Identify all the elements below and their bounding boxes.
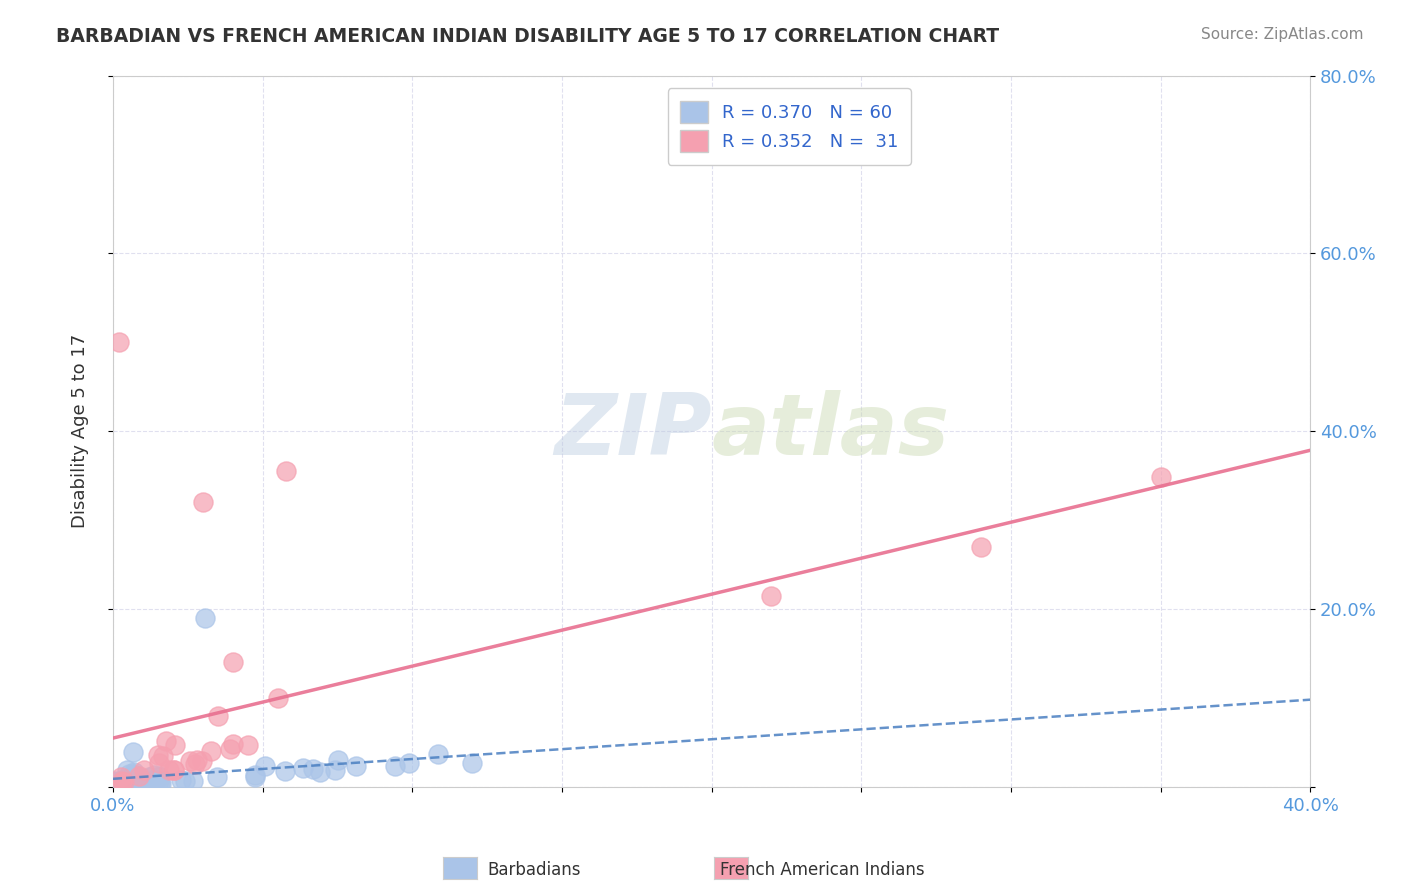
Point	[221, 737, 243, 751]
Text: atlas: atlas	[711, 390, 949, 473]
Point	[138, 770, 160, 784]
Point	[136, 775, 159, 789]
Point	[149, 776, 172, 790]
Point	[291, 761, 314, 775]
Point	[274, 764, 297, 778]
Point	[105, 775, 128, 789]
Point	[461, 756, 484, 771]
Point	[122, 771, 145, 785]
Point	[165, 738, 187, 752]
Point	[301, 762, 323, 776]
Point	[163, 764, 186, 778]
Point	[308, 765, 330, 780]
Point	[761, 589, 783, 603]
Point	[238, 738, 260, 752]
Point	[323, 763, 346, 777]
Point	[115, 772, 138, 786]
Point	[1150, 469, 1173, 483]
Point	[344, 758, 367, 772]
Point	[131, 772, 153, 786]
Point	[970, 540, 993, 554]
Point	[108, 774, 131, 789]
Point	[115, 773, 138, 788]
Point	[110, 770, 132, 784]
Point	[191, 754, 214, 768]
Point	[143, 768, 166, 782]
Point	[148, 769, 170, 783]
Point	[427, 747, 450, 761]
Point	[152, 749, 174, 764]
Point	[127, 775, 149, 789]
Point	[221, 656, 243, 670]
Point	[266, 690, 288, 705]
Point	[122, 745, 145, 759]
Text: Barbadians: Barbadians	[488, 861, 581, 879]
Text: ZIP: ZIP	[554, 390, 711, 473]
Point	[112, 777, 135, 791]
Text: Source: ZipAtlas.com: Source: ZipAtlas.com	[1201, 27, 1364, 42]
Point	[155, 733, 177, 747]
Point	[254, 759, 277, 773]
Point	[138, 775, 160, 789]
Point	[128, 769, 150, 783]
Point	[127, 776, 149, 790]
Point	[125, 776, 148, 790]
Point	[120, 771, 142, 785]
Point	[186, 753, 208, 767]
Point	[135, 772, 157, 787]
Point	[218, 741, 240, 756]
Point	[145, 772, 167, 787]
Point	[129, 777, 152, 791]
Point	[205, 770, 228, 784]
Point	[149, 776, 172, 790]
Point	[117, 773, 139, 788]
Point	[148, 747, 170, 762]
Point	[132, 763, 155, 777]
Point	[121, 770, 143, 784]
Point	[121, 778, 143, 792]
Point	[148, 773, 170, 788]
Point	[120, 777, 142, 791]
Point	[115, 763, 138, 777]
Point	[112, 775, 135, 789]
Point	[108, 335, 131, 350]
Point	[111, 773, 134, 788]
Text: BARBADIAN VS FRENCH AMERICAN INDIAN DISABILITY AGE 5 TO 17 CORRELATION CHART: BARBADIAN VS FRENCH AMERICAN INDIAN DISA…	[56, 27, 1000, 45]
Point	[129, 777, 152, 791]
Point	[118, 767, 141, 781]
Point	[184, 756, 207, 771]
Point	[105, 776, 128, 790]
Point	[163, 763, 186, 777]
Point	[121, 771, 143, 785]
Point	[148, 770, 170, 784]
Point	[148, 756, 170, 770]
Point	[114, 779, 136, 793]
Point	[121, 767, 143, 781]
Point	[179, 754, 201, 768]
Point	[193, 495, 215, 509]
Point	[398, 756, 420, 770]
Point	[384, 759, 406, 773]
Point	[170, 772, 193, 787]
Point	[200, 744, 222, 758]
Y-axis label: Disability Age 5 to 17: Disability Age 5 to 17	[72, 334, 89, 528]
Point	[111, 776, 134, 790]
Point	[111, 775, 134, 789]
Point	[243, 768, 266, 782]
Point	[194, 611, 217, 625]
Point	[207, 708, 229, 723]
Point	[122, 764, 145, 779]
Point	[276, 464, 298, 478]
Point	[111, 774, 134, 789]
Point	[157, 763, 180, 777]
Point	[243, 770, 266, 784]
Point	[104, 773, 127, 788]
Point	[114, 772, 136, 786]
Legend: R = 0.370   N = 60, R = 0.352   N =  31: R = 0.370 N = 60, R = 0.352 N = 31	[668, 88, 911, 165]
Point	[326, 753, 349, 767]
Point	[181, 773, 204, 788]
Point	[108, 773, 131, 788]
Text: French American Indians: French American Indians	[720, 861, 925, 879]
Point	[174, 774, 197, 789]
